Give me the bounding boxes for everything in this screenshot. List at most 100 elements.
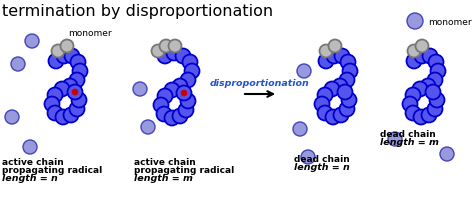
Text: monomer: monomer: [428, 18, 472, 27]
Circle shape: [293, 122, 307, 136]
Circle shape: [156, 107, 172, 122]
Circle shape: [47, 106, 63, 121]
Text: active chain: active chain: [2, 157, 64, 166]
Circle shape: [72, 89, 78, 96]
Circle shape: [70, 102, 84, 117]
Circle shape: [428, 55, 444, 70]
Circle shape: [315, 97, 329, 112]
Circle shape: [413, 110, 428, 125]
Circle shape: [405, 88, 420, 103]
Circle shape: [405, 106, 420, 121]
Circle shape: [154, 98, 168, 113]
Circle shape: [175, 49, 191, 64]
Circle shape: [64, 49, 80, 64]
Circle shape: [429, 93, 445, 108]
Text: length = n: length = n: [2, 173, 58, 182]
Circle shape: [430, 64, 446, 79]
Circle shape: [173, 79, 188, 94]
Circle shape: [181, 90, 187, 97]
Text: dead chain: dead chain: [294, 154, 350, 163]
Text: monomer: monomer: [68, 29, 111, 38]
Circle shape: [402, 97, 418, 112]
Circle shape: [184, 64, 200, 79]
Circle shape: [334, 108, 348, 123]
Circle shape: [159, 40, 173, 53]
Circle shape: [48, 54, 64, 69]
Circle shape: [133, 83, 147, 97]
Circle shape: [164, 111, 180, 126]
Circle shape: [414, 49, 429, 64]
Circle shape: [297, 65, 311, 79]
Circle shape: [11, 58, 25, 72]
Circle shape: [71, 55, 85, 70]
Circle shape: [181, 73, 195, 88]
Circle shape: [55, 82, 70, 97]
Circle shape: [428, 102, 443, 117]
Circle shape: [412, 82, 428, 97]
Circle shape: [55, 110, 71, 125]
Circle shape: [157, 89, 173, 104]
Circle shape: [70, 73, 84, 88]
Circle shape: [318, 106, 332, 121]
Circle shape: [340, 55, 356, 70]
Circle shape: [408, 45, 420, 58]
Text: propagating radical: propagating radical: [2, 165, 102, 174]
Circle shape: [5, 110, 19, 124]
Circle shape: [64, 108, 79, 123]
Circle shape: [341, 93, 356, 108]
Circle shape: [141, 120, 155, 134]
Circle shape: [182, 55, 198, 70]
Circle shape: [319, 45, 332, 58]
Circle shape: [318, 88, 332, 103]
Text: length = n: length = n: [294, 162, 350, 171]
Circle shape: [421, 108, 437, 123]
Circle shape: [319, 54, 334, 69]
Text: length = m: length = m: [134, 173, 193, 182]
Text: active chain: active chain: [134, 157, 196, 166]
Circle shape: [326, 110, 340, 125]
Circle shape: [422, 49, 438, 64]
Circle shape: [63, 79, 78, 94]
Circle shape: [61, 40, 73, 53]
Circle shape: [45, 97, 60, 112]
Circle shape: [181, 94, 195, 109]
Circle shape: [301, 150, 315, 164]
Circle shape: [157, 49, 173, 64]
Text: termination by disproportionation: termination by disproportionation: [2, 4, 273, 19]
Circle shape: [440, 147, 454, 161]
Circle shape: [420, 79, 436, 94]
Text: disproportionation: disproportionation: [210, 79, 310, 87]
Circle shape: [335, 49, 349, 64]
Circle shape: [328, 40, 341, 53]
Circle shape: [407, 54, 421, 69]
Circle shape: [25, 35, 39, 49]
Circle shape: [407, 14, 423, 30]
Circle shape: [179, 103, 193, 118]
Circle shape: [47, 88, 63, 103]
Circle shape: [339, 102, 355, 117]
Circle shape: [176, 86, 191, 101]
Circle shape: [337, 85, 353, 100]
Circle shape: [325, 82, 339, 97]
Circle shape: [339, 73, 355, 88]
Text: propagating radical: propagating radical: [134, 165, 234, 174]
Circle shape: [426, 85, 440, 100]
Circle shape: [56, 49, 72, 64]
Circle shape: [416, 40, 428, 53]
Circle shape: [343, 64, 357, 79]
Text: length = m: length = m: [380, 137, 439, 146]
Circle shape: [168, 40, 182, 53]
Circle shape: [152, 45, 164, 58]
Circle shape: [388, 132, 402, 146]
Circle shape: [327, 49, 341, 64]
Circle shape: [164, 83, 180, 98]
Circle shape: [428, 73, 443, 88]
Circle shape: [173, 109, 188, 124]
Circle shape: [67, 85, 82, 100]
Circle shape: [166, 46, 182, 61]
Text: dead chain: dead chain: [380, 129, 436, 138]
Circle shape: [23, 140, 37, 154]
Circle shape: [72, 93, 86, 108]
Circle shape: [332, 79, 347, 94]
Circle shape: [73, 64, 88, 79]
